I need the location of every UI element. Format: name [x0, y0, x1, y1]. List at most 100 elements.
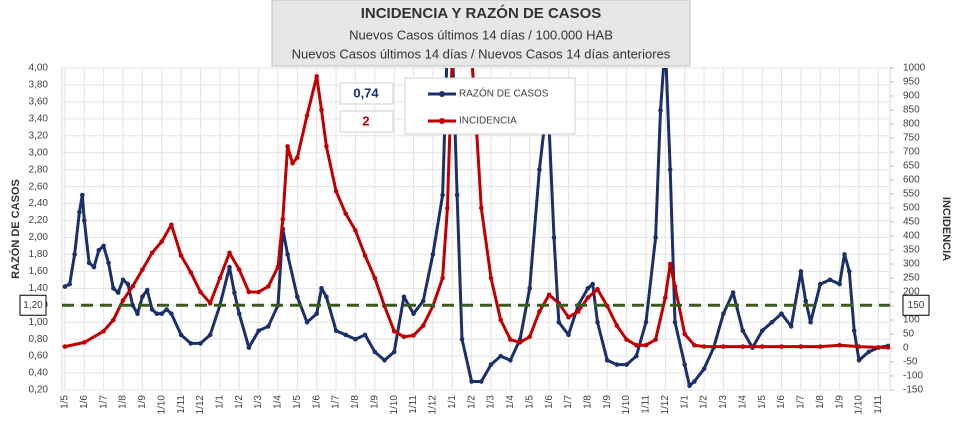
data-point: [149, 250, 155, 256]
x-tick-label: 1/9: [602, 395, 613, 409]
data-point: [372, 275, 378, 281]
data-point: [818, 344, 823, 349]
legend-box: [404, 77, 576, 135]
y2-tick-label: 600: [903, 175, 920, 186]
data-point: [227, 264, 232, 270]
data-point: [343, 332, 349, 338]
data-point: [111, 286, 116, 291]
x-tick-label: 1/9: [369, 395, 380, 409]
y2-tick-label: -150: [903, 385, 923, 396]
data-point: [120, 277, 126, 283]
y-tick-label: 4,00: [29, 63, 49, 74]
data-point: [721, 311, 726, 317]
y-tick-label: 2,40: [29, 198, 49, 209]
series-line: [64, 68, 889, 388]
data-point: [837, 281, 842, 287]
data-point: [82, 218, 87, 223]
data-point: [246, 289, 252, 295]
x-tick-label: 1/10: [389, 395, 400, 415]
legend-marker: [439, 91, 445, 97]
data-point: [672, 319, 678, 325]
x-tick-label: 1/4: [505, 395, 516, 409]
data-point: [304, 319, 310, 325]
data-point: [82, 340, 87, 345]
data-point: [454, 192, 460, 198]
data-point: [420, 298, 426, 304]
data-point: [169, 311, 174, 317]
x-tick-label: 1/8: [582, 395, 593, 409]
x-tick-label: 1/3: [486, 395, 497, 409]
data-point: [604, 303, 610, 309]
data-point: [411, 333, 416, 338]
x-tick-label: 1/1: [447, 395, 458, 409]
y-tick-label: 2,20: [29, 215, 49, 226]
data-point: [353, 336, 358, 342]
x-tick-label: 1/11: [641, 395, 652, 414]
value-box-text: 0,74: [353, 85, 379, 100]
data-point: [125, 281, 131, 287]
data-point: [207, 300, 213, 306]
data-point: [256, 328, 261, 334]
x-tick-label: 1/12: [195, 395, 206, 415]
data-point: [445, 205, 450, 211]
data-point: [169, 222, 174, 228]
data-point: [856, 344, 862, 349]
data-point: [701, 344, 707, 349]
data-point: [130, 303, 135, 308]
data-point: [154, 311, 160, 317]
x-tick-label: 1/11: [408, 395, 419, 414]
reference-box: [902, 294, 930, 316]
data-point: [866, 349, 871, 355]
data-point: [740, 328, 746, 334]
data-point: [401, 334, 407, 340]
data-point: [667, 167, 673, 172]
chart-title: INCIDENCIA Y RAZÓN DE CASOS: [361, 4, 602, 22]
y-tick-label: 1,00: [29, 317, 49, 328]
y2-tick-label: 0: [903, 343, 909, 354]
data-point: [643, 319, 649, 325]
y2-tick-label: 800: [903, 119, 920, 130]
value-box: [339, 82, 394, 105]
data-point: [144, 287, 150, 293]
data-point: [798, 269, 804, 274]
data-point: [101, 243, 106, 249]
data-point: [585, 295, 591, 300]
data-point: [324, 144, 329, 149]
data-point: [692, 379, 697, 384]
data-point: [624, 362, 629, 367]
title-box: [271, 0, 691, 67]
data-point: [885, 345, 890, 350]
data-point: [290, 160, 295, 166]
x-tick-label: 1/6: [544, 395, 555, 409]
data-point: [120, 298, 126, 303]
data-point: [372, 349, 378, 355]
data-point: [566, 332, 571, 338]
x-tick-label: 1/1: [679, 395, 690, 409]
data-point: [217, 275, 223, 281]
data-point: [585, 286, 591, 291]
data-point: [319, 286, 324, 291]
x-tick-label: 1/1: [214, 395, 225, 409]
data-point: [556, 319, 562, 325]
x-tick-label: 1/12: [428, 395, 439, 415]
data-point: [285, 252, 290, 257]
y-tick-label: 3,00: [29, 147, 49, 158]
x-tick-label: 1/11: [176, 395, 187, 414]
y-tick-label: 1,60: [29, 266, 49, 277]
x-tick-label: 1/6: [311, 395, 322, 409]
subtitle: Nuevos Casos últimos 14 días / 100.000 H…: [349, 27, 613, 42]
reference-label: 1,20: [23, 300, 43, 311]
data-point: [537, 167, 542, 172]
data-point: [295, 294, 300, 300]
data-point: [788, 324, 794, 329]
data-point: [62, 284, 68, 289]
data-point: [324, 294, 329, 300]
x-tick-label: 1/3: [253, 395, 264, 409]
data-point: [159, 239, 164, 244]
data-point: [808, 319, 813, 325]
x-tick-label: 1/12: [660, 395, 671, 415]
data-point: [343, 211, 349, 216]
data-point: [643, 342, 649, 348]
data-point: [333, 188, 339, 194]
